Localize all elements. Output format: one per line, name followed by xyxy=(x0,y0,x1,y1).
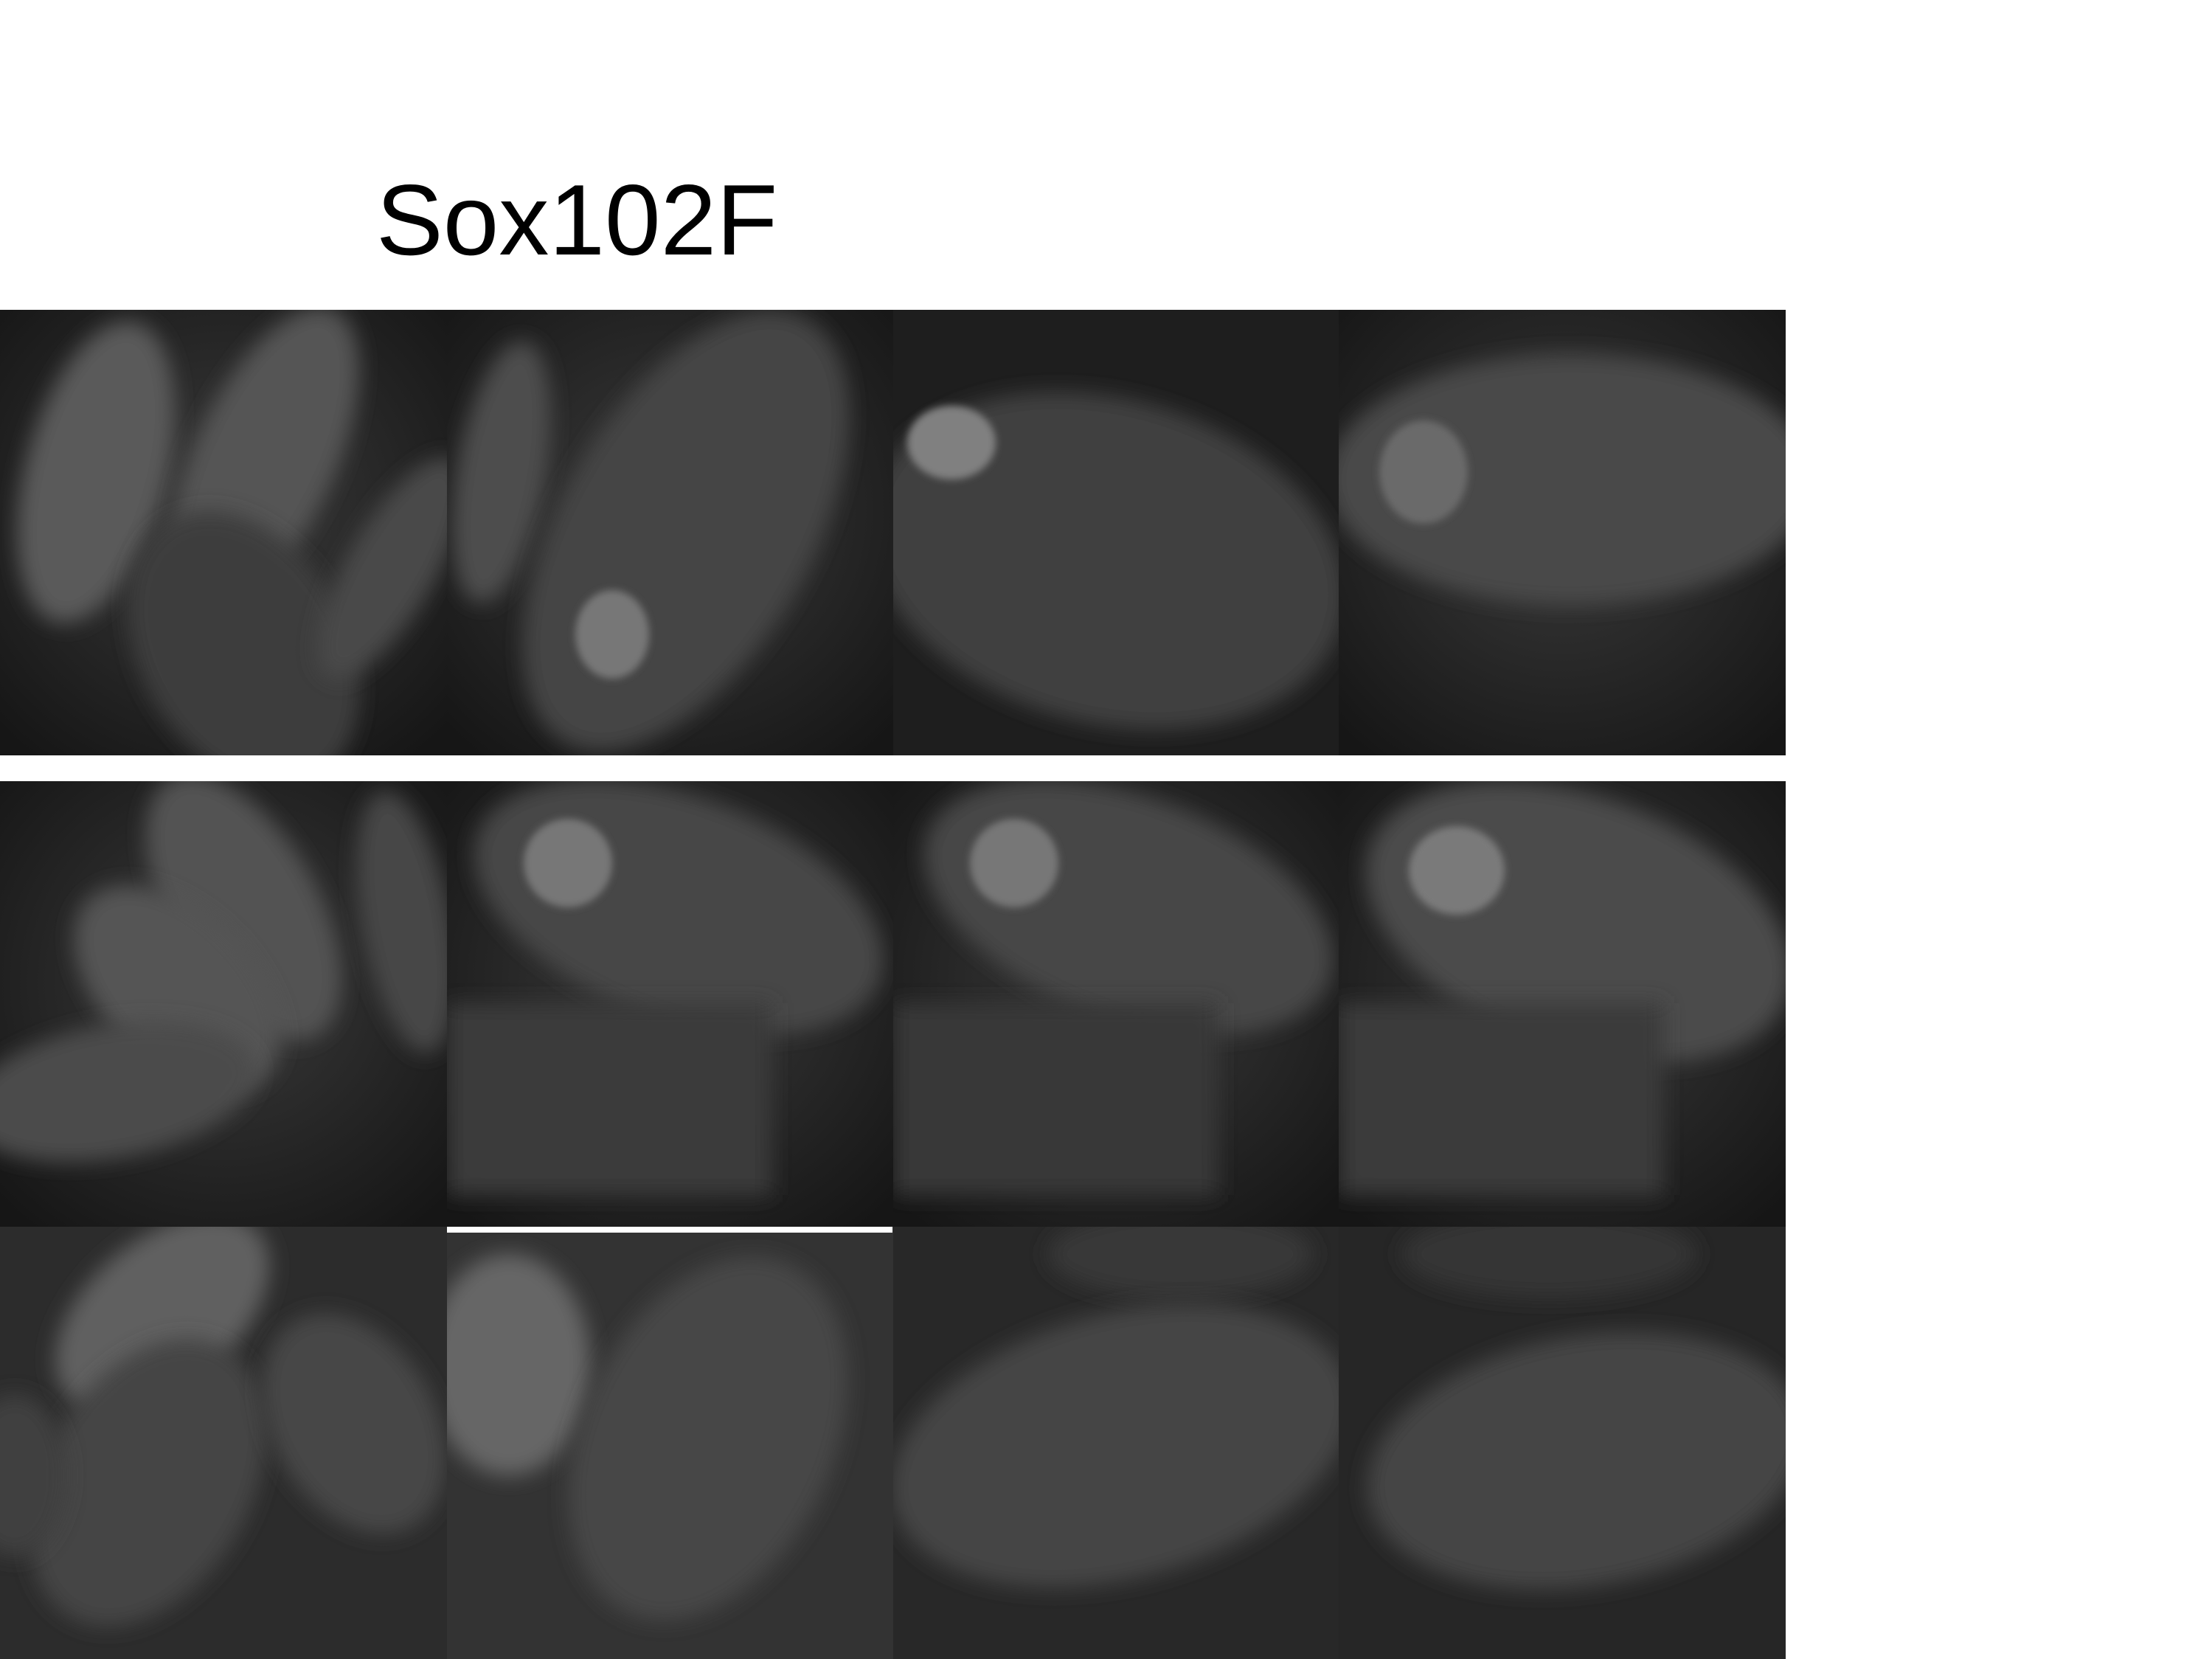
micrograph-panel xyxy=(893,1227,1339,1659)
micrograph-panel xyxy=(1339,310,1786,755)
micrograph-panel xyxy=(893,781,1339,1227)
figure-title: Sox102F xyxy=(376,164,777,276)
micrograph-panel xyxy=(447,781,893,1227)
micrograph-panel xyxy=(1339,1227,1786,1659)
micrograph-panel xyxy=(447,1227,893,1659)
micrograph-panel xyxy=(0,781,447,1227)
micrograph-panel xyxy=(0,310,447,755)
micrograph-panel xyxy=(893,310,1339,755)
micrograph-panel xyxy=(0,1227,447,1659)
micrograph-panel xyxy=(447,310,893,755)
micrograph-panel xyxy=(1339,781,1786,1227)
